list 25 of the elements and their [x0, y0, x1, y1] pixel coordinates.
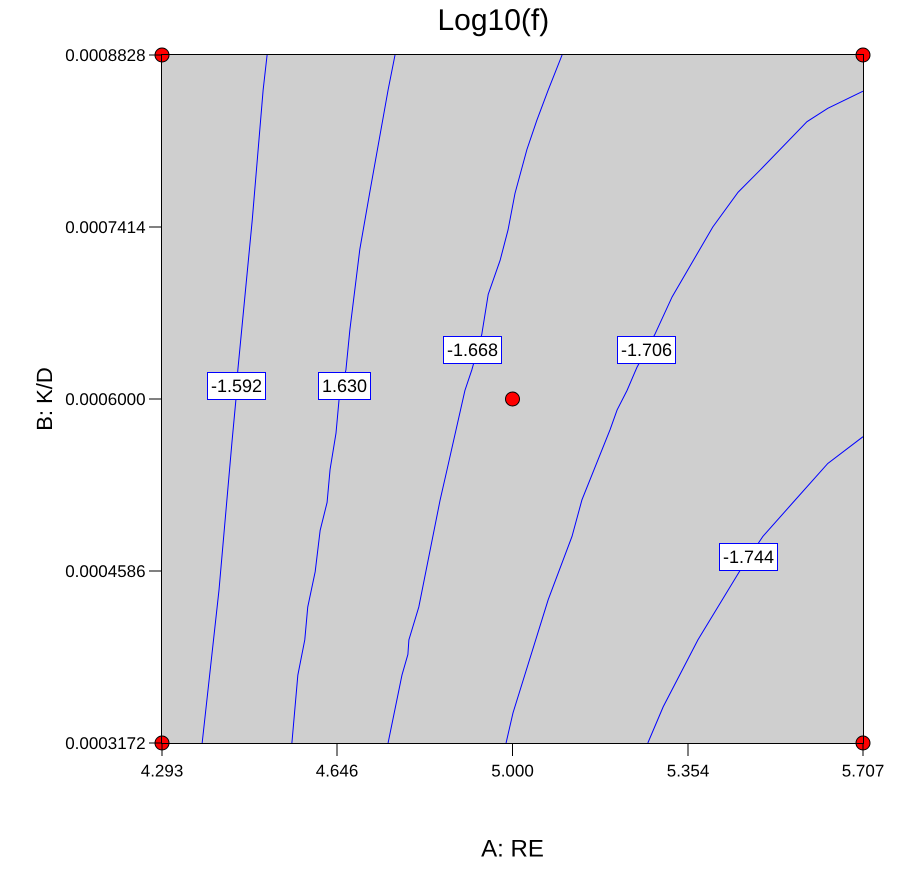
line-series [291, 55, 396, 743]
x-tick-label: 5.354 [666, 761, 710, 780]
y-axis-title: B: K/D [32, 367, 58, 431]
x-tick-label: 4.293 [140, 761, 184, 780]
y-tick-label: 0.0004586 [65, 562, 146, 581]
x-tick-label: 4.646 [316, 761, 358, 780]
x-axis-title: A: RE [481, 836, 544, 863]
line-series [202, 55, 268, 743]
annotation: -1.668 [447, 340, 498, 360]
annotation: 1.630 [322, 376, 368, 396]
y-tick-label: 0.0006000 [65, 390, 146, 409]
point [505, 392, 520, 406]
annotation: -1.744 [723, 547, 774, 567]
y-tick-label: 0.0008828 [65, 46, 146, 65]
line-series [506, 90, 863, 743]
y-tick-label: 0.0003172 [65, 734, 146, 753]
line-series [647, 436, 863, 743]
line-series [388, 55, 563, 743]
y-tick-label: 0.0007414 [65, 218, 146, 237]
chart-title: Log10(f) [437, 4, 550, 37]
point [856, 48, 870, 62]
x-tick-label: 5.707 [842, 761, 884, 780]
annotation: -1.706 [621, 340, 672, 360]
annotation: -1.592 [211, 376, 262, 396]
x-tick-label: 5.000 [491, 761, 534, 780]
